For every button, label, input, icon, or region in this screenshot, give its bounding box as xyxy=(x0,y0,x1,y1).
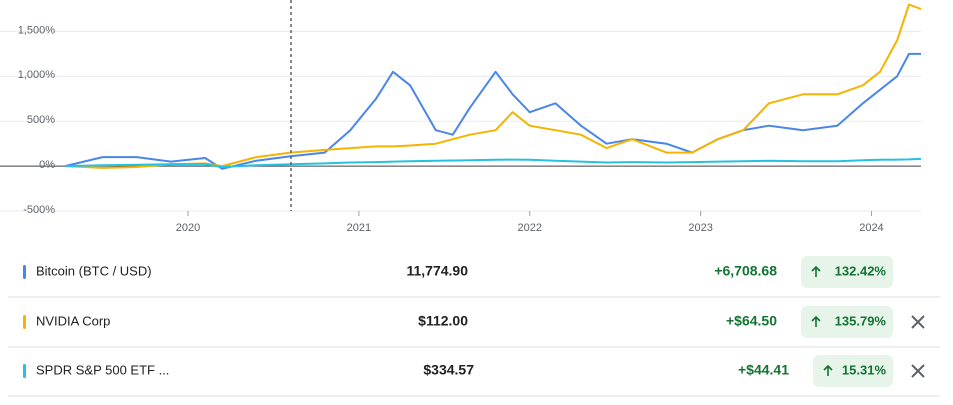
x-tick-label: 2020 xyxy=(176,222,200,234)
remove-icon[interactable] xyxy=(911,364,925,378)
percent-chip xyxy=(801,306,893,338)
series-swatch xyxy=(23,364,26,378)
y-tick-label: 1,500% xyxy=(18,24,56,36)
y-tick-label: -500% xyxy=(23,204,55,216)
series-line xyxy=(64,157,922,168)
plot: -500% 0% 500% 1,000% 1,500% 2020 2021 2022 2023 2… xyxy=(0,3,922,234)
remove-button[interactable] xyxy=(906,310,930,334)
x-tick-label: 2024 xyxy=(859,222,883,234)
y-tick-label: 0% xyxy=(39,159,55,171)
x-tick-label: 2023 xyxy=(688,222,712,234)
up-arrow xyxy=(811,315,821,327)
change: +$64.50 xyxy=(726,313,777,329)
series-swatch xyxy=(23,265,26,279)
remove-icon[interactable] xyxy=(911,315,925,329)
percent-chip xyxy=(813,355,893,387)
x-tick-label: 2022 xyxy=(517,222,541,234)
price: 11,774.90 xyxy=(406,263,468,279)
y-tick-label: 500% xyxy=(27,114,55,126)
series-swatch xyxy=(23,315,26,329)
percent-change: 15.31% xyxy=(842,362,887,377)
percent-change: 132.42% xyxy=(835,263,887,278)
series-line xyxy=(64,52,921,170)
x-tick-label: 2021 xyxy=(347,222,371,234)
comparison-table: Bitcoin (BTC / USD) 11,774.90 +6,708.68 132… xyxy=(8,256,940,397)
percent-chip xyxy=(801,256,893,288)
remove-button[interactable] xyxy=(906,359,930,383)
up-arrow xyxy=(811,265,821,277)
series-name: SPDR S&P 500 ETF ... xyxy=(36,362,169,377)
change: +6,708.68 xyxy=(714,263,777,279)
series-line xyxy=(64,3,922,169)
up-arrow xyxy=(823,364,833,376)
percent-change: 135.79% xyxy=(835,313,887,328)
series-name: NVIDIA Corp xyxy=(36,313,110,328)
price: $112.00 xyxy=(418,313,468,329)
price: $334.57 xyxy=(423,362,474,378)
change: +$44.41 xyxy=(738,362,789,378)
y-tick-label: 1,000% xyxy=(18,69,56,81)
series-name: Bitcoin (BTC / USD) xyxy=(36,263,152,278)
